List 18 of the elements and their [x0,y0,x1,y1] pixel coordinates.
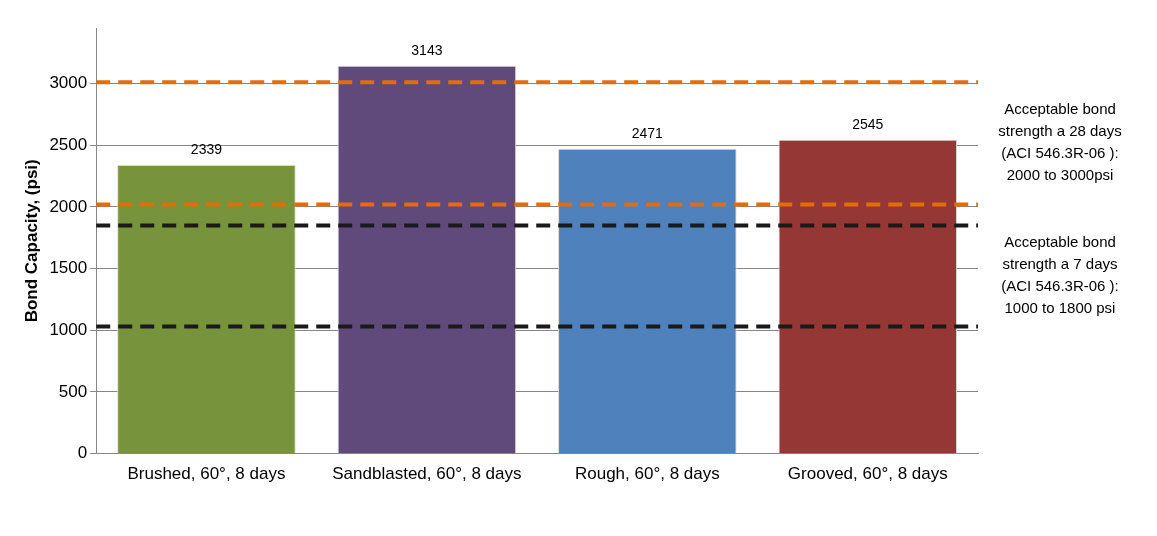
data-label: 3143 [411,41,443,58]
y-tick-label: 500 [58,381,88,401]
data-label: 2339 [190,140,223,157]
data-label: 2545 [852,115,884,132]
y-tick-label: 3000 [49,73,88,93]
y-axis-title: Bond Capacity, (psi) [21,159,41,323]
y-tick-label: 1000 [49,319,88,339]
y-tick-label: 2000 [49,196,88,216]
x-tick-label: Grooved, 60°, 8 days [787,464,948,484]
y-tick-label: 2500 [49,134,88,154]
text: Acceptable bond strength a 28 days (ACI 546.3R-06 ): 2000 to 3000psi [998,100,1122,184]
text: Acceptable bond strength a 7 days (ACI 546.3R-06 ): 1000 to 1800 psi [1001,233,1119,317]
x-tick-label: Rough, 60°, 8 days [574,464,720,484]
x-tick-label: Sandblasted, 60°, 8 days [332,464,522,484]
y-tick-label: 1500 [49,258,88,278]
data-label: 2471 [631,124,664,141]
x-tick-label: Brushed, 60°, 8 days [127,464,286,484]
y-tick-label: 0 [77,443,88,463]
